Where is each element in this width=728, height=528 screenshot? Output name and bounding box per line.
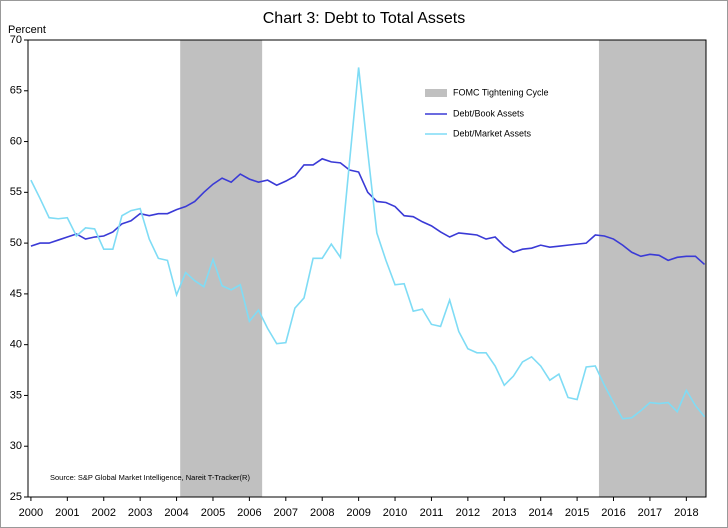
x-tick-label: 2017 xyxy=(638,507,662,519)
plot-border xyxy=(27,39,707,498)
x-tick-label: 2018 xyxy=(674,507,698,519)
tightening-period xyxy=(180,40,263,497)
x-tick-label: 2005 xyxy=(201,507,225,519)
y-tick-label: 55 xyxy=(10,186,22,198)
x-tick-label: 2006 xyxy=(237,507,261,519)
x-tick-label: 2003 xyxy=(128,507,152,519)
y-tick-label: 60 xyxy=(10,135,22,147)
legend-label: Debt/Market Assets xyxy=(453,128,532,138)
legend-label: FOMC Tightening Cycle xyxy=(453,87,549,97)
series-line xyxy=(30,67,706,420)
legend-swatch xyxy=(425,89,447,97)
y-tick-label: 25 xyxy=(10,491,22,503)
x-tick-label: 2004 xyxy=(164,507,188,519)
x-tick-label: 2014 xyxy=(528,507,552,519)
tightening-period xyxy=(598,40,706,497)
x-tick-label: 2013 xyxy=(492,507,516,519)
x-tick-label: 2009 xyxy=(346,507,370,519)
x-tick-label: 2011 xyxy=(420,507,444,519)
y-tick-label: 35 xyxy=(10,389,22,401)
x-tick-label: 2016 xyxy=(601,507,625,519)
y-axis-label: Percent xyxy=(8,24,46,36)
y-tick-label: 70 xyxy=(10,34,22,46)
x-tick-label: 2000 xyxy=(19,507,43,519)
x-tick-label: 2007 xyxy=(274,507,298,519)
x-tick-label: 2012 xyxy=(456,507,480,519)
source-note: Source: S&P Global Market Intelligence, … xyxy=(50,473,250,482)
series-line xyxy=(30,157,706,266)
x-tick-label: 2008 xyxy=(310,507,334,519)
x-tick-label: 2001 xyxy=(55,507,79,519)
x-tick-label: 2010 xyxy=(383,507,407,519)
y-tick-label: 40 xyxy=(10,339,22,351)
y-tick-label: 50 xyxy=(10,237,22,249)
chart-title: Chart 3: Debt to Total Assets xyxy=(263,10,465,27)
y-tick-label: 65 xyxy=(10,85,22,97)
legend-label: Debt/Book Assets xyxy=(453,108,525,118)
y-tick-label: 30 xyxy=(10,440,22,452)
y-tick-label: 45 xyxy=(10,288,22,300)
x-tick-label: 2002 xyxy=(91,507,115,519)
x-tick-label: 2015 xyxy=(565,507,589,519)
